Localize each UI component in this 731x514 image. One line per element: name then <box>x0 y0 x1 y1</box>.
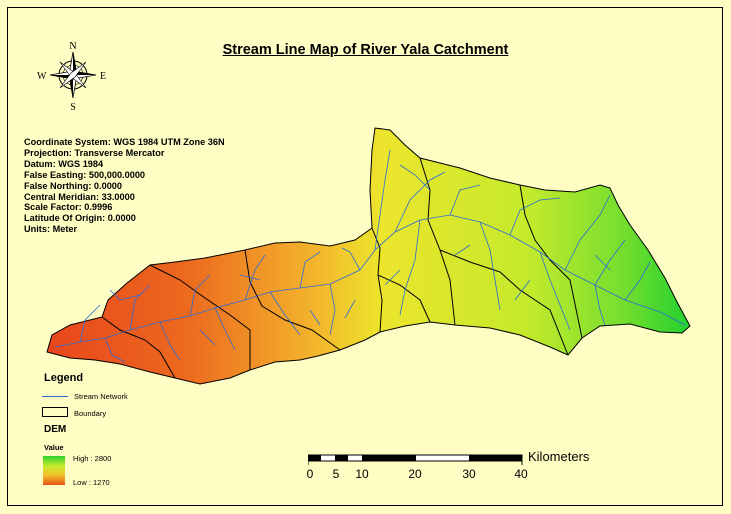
scale-tick-label: 30 <box>462 467 476 481</box>
scale-tick-label: 40 <box>514 467 528 481</box>
scale-units-label: Kilometers <box>528 449 590 464</box>
coordinate-system-info: Coordinate System: WGS 1984 UTM Zone 36N… <box>24 137 225 235</box>
compass-south-label: S <box>70 102 76 113</box>
compass-east-label: E <box>100 71 106 82</box>
scale-tick-label: 10 <box>355 467 369 481</box>
coord-line: Projection: Transverse Mercator <box>24 147 165 158</box>
dem-title: DEM <box>44 424 67 435</box>
map-frame <box>7 7 723 506</box>
dem-color-ramp <box>43 456 65 485</box>
legend-title: Legend <box>44 372 84 384</box>
dem-value-label: Value <box>44 443 64 452</box>
coord-line: Latitude Of Origin: 0.0000 <box>24 213 136 224</box>
sub-basin-boundaries <box>101 157 583 379</box>
coord-line: False Easting: 500,000.0000 <box>24 169 146 180</box>
stream-network <box>54 149 686 363</box>
scale-bar <box>308 454 523 465</box>
boundary-label: Boundary <box>74 409 107 418</box>
coord-line: Datum: WGS 1984 <box>24 158 104 169</box>
coord-line: Units: Meter <box>24 224 78 235</box>
scale-tick-label: 5 <box>332 467 340 481</box>
coord-line: False Northing: 0.0000 <box>24 180 123 191</box>
catchment-dem-area <box>46 127 691 385</box>
compass-west-label: W <box>37 71 47 82</box>
coord-line: Central Meridian: 33.0000 <box>24 191 135 202</box>
dem-high-label: High : 2800 <box>73 454 112 463</box>
boundary-symbol <box>42 407 68 417</box>
stream-network-symbol <box>42 396 68 397</box>
scale-tick-label: 0 <box>306 467 314 481</box>
stream-network-label: Stream Network <box>74 392 128 401</box>
map-title: Stream Line Map of River Yala Catchment <box>222 42 509 58</box>
scale-tick-label: 20 <box>408 467 422 481</box>
coord-line: Coordinate System: WGS 1984 UTM Zone 36N <box>24 137 225 147</box>
dem-low-label: Low : 1270 <box>73 478 110 487</box>
north-arrow-compass-icon: N S E W <box>37 41 106 113</box>
compass-north-label: N <box>69 41 76 52</box>
coord-line: Scale Factor: 0.9996 <box>24 202 113 213</box>
